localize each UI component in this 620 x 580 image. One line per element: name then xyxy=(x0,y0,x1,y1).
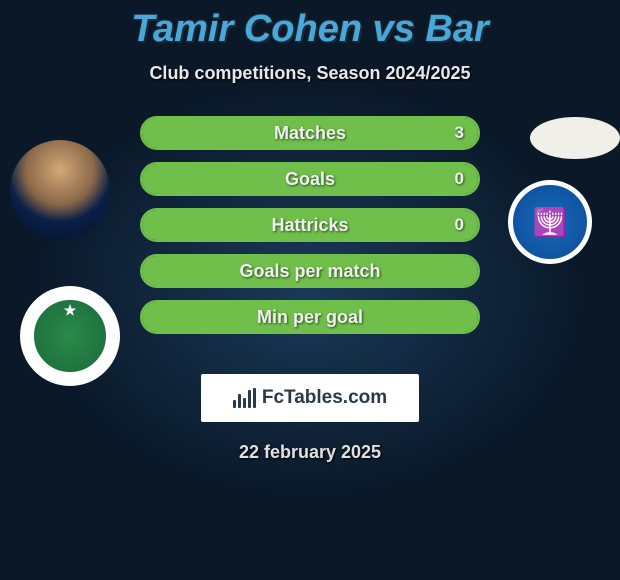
wbar xyxy=(253,388,256,408)
player-right-avatar xyxy=(530,117,620,159)
stat-label: Goals xyxy=(142,169,478,190)
club-badge-right: 🕎 xyxy=(508,180,592,264)
content-wrapper: Tamir Cohen vs Bar Club competitions, Se… xyxy=(0,0,620,463)
club-badge-left-inner: ★ xyxy=(31,297,109,375)
stat-row-min-per-goal: Min per goal xyxy=(140,300,480,334)
watermark-text: FcTables.com xyxy=(262,387,387,409)
menorah-icon: 🕎 xyxy=(533,206,568,239)
wbar xyxy=(243,398,246,408)
wbar xyxy=(248,390,251,408)
stat-row-goals: Goals 0 xyxy=(140,162,480,196)
watermark-badge[interactable]: FcTables.com xyxy=(201,374,419,422)
page-subtitle: Club competitions, Season 2024/2025 xyxy=(0,63,620,84)
club-badge-right-inner: 🕎 xyxy=(525,197,575,247)
stat-right-value: 0 xyxy=(455,169,464,189)
stat-label: Goals per match xyxy=(142,261,478,282)
wbar xyxy=(233,400,236,408)
player-left-avatar xyxy=(10,140,110,240)
stat-row-hattricks: Hattricks 0 xyxy=(140,208,480,242)
stat-label: Hattricks xyxy=(142,215,478,236)
stat-row-goals-per-match: Goals per match xyxy=(140,254,480,288)
stat-label: Matches xyxy=(142,123,478,144)
club-badge-left: ★ xyxy=(20,286,120,386)
stat-label: Min per goal xyxy=(142,307,478,328)
bar-chart-icon xyxy=(233,388,256,408)
wbar xyxy=(238,394,241,408)
stat-right-value: 0 xyxy=(455,215,464,235)
page-title: Tamir Cohen vs Bar xyxy=(0,0,620,51)
star-icon: ★ xyxy=(64,302,77,319)
stat-right-value: 3 xyxy=(455,123,464,143)
footer-date: 22 february 2025 xyxy=(0,442,620,463)
stat-row-matches: Matches 3 xyxy=(140,116,480,150)
